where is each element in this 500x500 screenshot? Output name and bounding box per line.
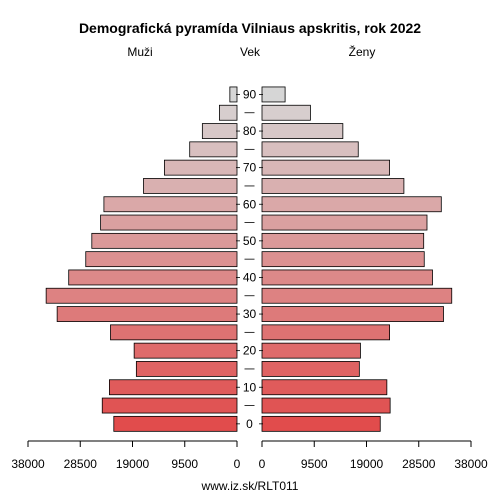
footer-url: www.iz.sk/RLT011 [201, 479, 299, 493]
bar-muzi-80-84 [201, 123, 238, 139]
bar-zeny-5-9 [261, 397, 391, 414]
bar-zeny-25-29 [261, 324, 390, 341]
x-tick-label-right: 0 [259, 457, 266, 471]
bar-muzi-55-59 [100, 214, 238, 231]
left-series-label: Muži [127, 45, 152, 59]
bar-muzi-0-4 [113, 415, 238, 432]
x-tick-label-right: 38000 [454, 457, 488, 471]
x-tick-label-right: 28500 [402, 457, 436, 471]
bar-muzi-60-64 [103, 196, 238, 213]
bar-muzi-85-89 [218, 104, 238, 121]
x-tick-label-left: 9500 [171, 457, 198, 471]
age-tick-label: 80 [243, 124, 257, 138]
x-tick-label-left: 19000 [116, 457, 150, 471]
bar-zeny-10-14 [261, 379, 388, 396]
bar-muzi-40-44 [68, 269, 238, 286]
x-tick-label-right: 19000 [350, 457, 384, 471]
age-tick-label: 20 [243, 344, 257, 358]
bar-muzi-90+ [229, 86, 238, 103]
bar-zeny-15-19 [261, 361, 360, 377]
age-tick-label: 40 [243, 270, 257, 284]
bar-zeny-50-54 [261, 232, 425, 249]
x-tick-label-left: 0 [234, 457, 241, 471]
chart-title: Demografická pyramída Vilniaus apskritis… [79, 20, 421, 36]
right-series-label: Ženy [349, 44, 376, 59]
bar-zeny-70-74 [261, 159, 390, 176]
bar-muzi-75-79 [189, 141, 238, 158]
bar-muzi-15-19 [135, 361, 238, 377]
bar-zeny-90+ [261, 86, 286, 103]
age-tick-label: 50 [243, 234, 257, 248]
bars-group [45, 86, 453, 432]
bar-zeny-85-89 [261, 104, 311, 121]
age-tick-label: 70 [243, 161, 257, 175]
bar-zeny-40-44 [261, 269, 433, 286]
bar-zeny-45-49 [261, 251, 425, 268]
bar-zeny-75-79 [261, 141, 359, 158]
age-tick-label: 90 [243, 87, 257, 101]
bar-zeny-60-64 [261, 196, 442, 213]
axes-group: 0 10 20 30 40 50 60 70 80 90 38000 0 28500 9500 19000 1… [11, 87, 488, 471]
x-tick-label-left: 38000 [11, 457, 45, 471]
bar-zeny-0-4 [261, 415, 381, 432]
bar-muzi-50-54 [91, 232, 238, 249]
bar-zeny-55-59 [261, 214, 428, 231]
age-tick-label: 10 [243, 380, 257, 394]
bar-muzi-25-29 [110, 324, 238, 341]
x-tick-label-right: 9500 [301, 457, 328, 471]
bar-zeny-20-24 [261, 342, 361, 359]
bar-muzi-35-39 [45, 287, 238, 304]
bar-zeny-80-84 [261, 123, 344, 139]
age-tick-label: 60 [243, 197, 257, 211]
age-axis-label: Vek [240, 45, 261, 59]
bar-muzi-10-14 [109, 379, 238, 396]
bar-muzi-45-49 [85, 251, 238, 268]
bar-zeny-35-39 [261, 287, 453, 304]
age-tick-label: 0 [246, 417, 253, 431]
x-tick-label-left: 28500 [64, 457, 98, 471]
bar-zeny-65-69 [261, 178, 405, 194]
bar-muzi-20-24 [133, 342, 238, 359]
bar-muzi-65-69 [143, 178, 238, 194]
bar-muzi-30-34 [56, 306, 238, 322]
bar-zeny-30-34 [261, 306, 444, 322]
bar-muzi-5-9 [101, 397, 238, 414]
age-tick-label: 30 [243, 307, 257, 321]
bar-muzi-70-74 [163, 159, 238, 176]
